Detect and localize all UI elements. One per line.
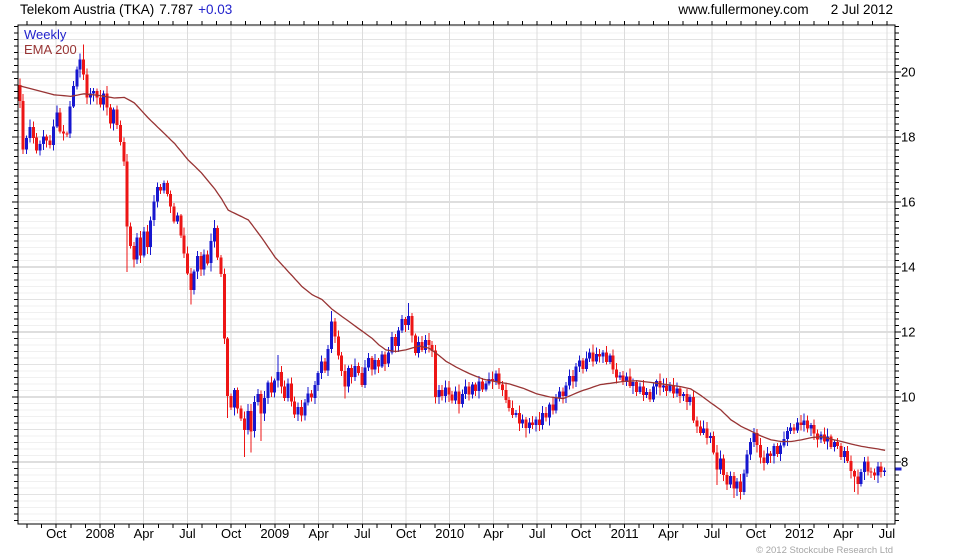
x-axis-label: Jul bbox=[879, 526, 896, 541]
x-axis-label: 2009 bbox=[260, 526, 289, 541]
x-axis-label: Jul bbox=[354, 526, 371, 541]
website-link[interactable]: www.fullermoney.com bbox=[678, 2, 809, 17]
x-axis-label: Jul bbox=[529, 526, 546, 541]
y-axis-label: 14 bbox=[901, 260, 915, 275]
x-axis-label: 2011 bbox=[611, 526, 639, 541]
instrument-name: Telekom Austria (TKA) bbox=[20, 2, 155, 17]
candles-layer bbox=[18, 44, 887, 500]
y-axis-label: 8 bbox=[901, 455, 908, 470]
x-axis-label: 2012 bbox=[785, 526, 814, 541]
x-axis-label: Oct bbox=[396, 526, 417, 541]
x-axis-label: Apr bbox=[658, 526, 679, 541]
y-axis-label: 16 bbox=[901, 195, 915, 210]
legend-weekly-label: Weekly bbox=[24, 27, 67, 42]
chart-legend: Weekly EMA 200 bbox=[24, 27, 77, 57]
last-price-marker bbox=[895, 467, 902, 471]
x-axis-label: Jul bbox=[179, 526, 196, 541]
legend-ema-label: EMA 200 bbox=[24, 42, 77, 57]
chart-date: 2 Jul 2012 bbox=[830, 2, 893, 17]
y-axis-label: 20 bbox=[901, 65, 915, 80]
x-axis-label: 2008 bbox=[86, 526, 115, 541]
x-axis-label: 2010 bbox=[435, 526, 464, 541]
x-axis-label: Jul bbox=[704, 526, 721, 541]
y-axis-label: 18 bbox=[901, 130, 915, 145]
x-axis-label: Oct bbox=[46, 526, 67, 541]
x-axis-label: Apr bbox=[308, 526, 329, 541]
x-axis-label: Apr bbox=[483, 526, 504, 541]
x-axis-label: Oct bbox=[571, 526, 592, 541]
y-axis-label: 10 bbox=[901, 390, 915, 405]
last-price: 7.787 bbox=[159, 2, 194, 17]
x-axis-label: Oct bbox=[746, 526, 767, 541]
copyright-notice: © 2012 Stockcube Research Ltd bbox=[756, 545, 893, 556]
x-axis-label: Oct bbox=[221, 526, 242, 541]
site-header: www.fullermoney.com 2 Jul 2012 bbox=[678, 2, 893, 17]
x-axis-label: Apr bbox=[833, 526, 854, 541]
ema-line bbox=[20, 85, 886, 451]
price-change: +0.03 bbox=[198, 2, 233, 17]
instrument-header: Telekom Austria (TKA) 7.787 +0.03 bbox=[20, 2, 232, 17]
x-axis-label: Apr bbox=[134, 526, 155, 541]
y-axis-label: 12 bbox=[901, 325, 915, 340]
